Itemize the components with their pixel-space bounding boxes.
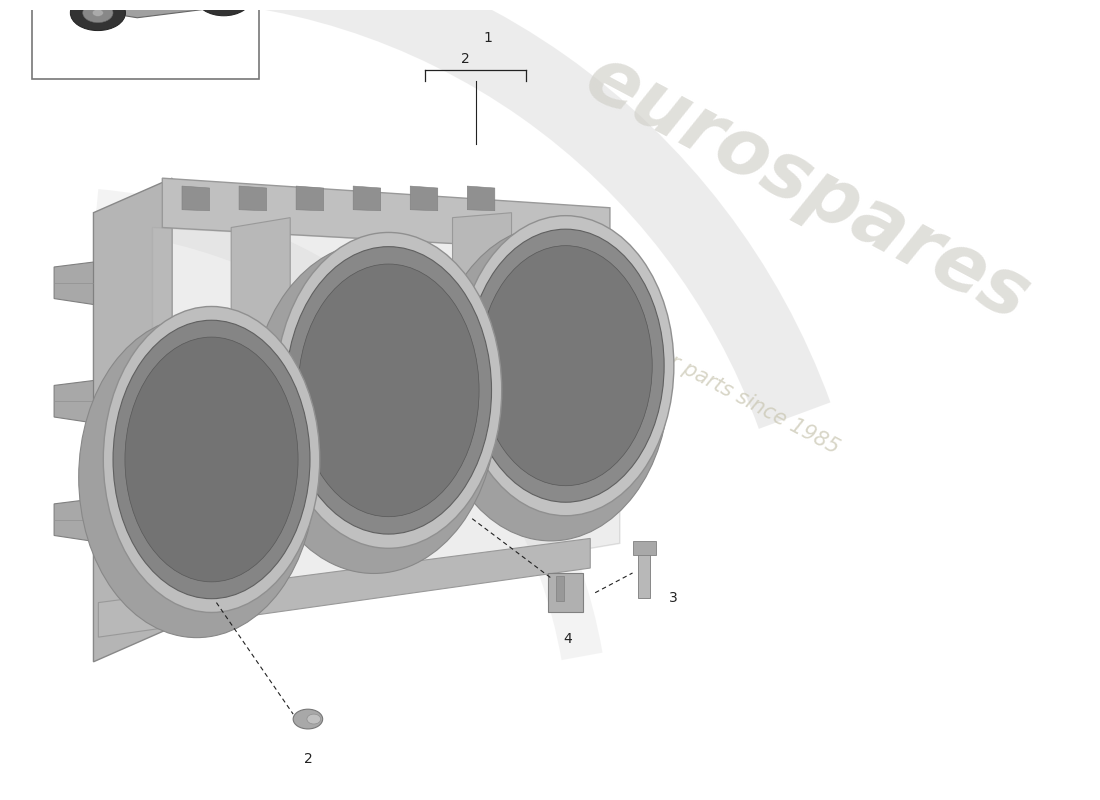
Ellipse shape (432, 226, 669, 541)
Ellipse shape (70, 0, 125, 30)
Text: 3: 3 (669, 590, 678, 605)
Ellipse shape (92, 10, 103, 16)
Polygon shape (231, 218, 290, 529)
Text: a passion for parts since 1985: a passion for parts since 1985 (554, 293, 843, 458)
Polygon shape (296, 186, 323, 210)
Ellipse shape (113, 320, 310, 598)
Polygon shape (54, 499, 94, 542)
Text: eurospares: eurospares (572, 39, 1042, 337)
Bar (556, 576, 563, 601)
Ellipse shape (251, 243, 497, 574)
Ellipse shape (218, 0, 229, 2)
Ellipse shape (103, 306, 320, 613)
Ellipse shape (196, 0, 251, 16)
Bar (548, 573, 583, 613)
Bar (632, 542, 657, 555)
Bar (638, 554, 650, 598)
Ellipse shape (209, 0, 239, 8)
Ellipse shape (468, 229, 664, 502)
Ellipse shape (286, 246, 492, 534)
Ellipse shape (458, 216, 674, 516)
Polygon shape (74, 0, 251, 18)
Text: 4: 4 (563, 632, 572, 646)
Polygon shape (468, 186, 495, 210)
Ellipse shape (79, 317, 315, 638)
Ellipse shape (294, 709, 322, 729)
Ellipse shape (298, 264, 480, 517)
Polygon shape (153, 227, 619, 622)
Bar (33, 0, 258, 79)
Ellipse shape (480, 246, 652, 486)
Ellipse shape (125, 337, 298, 582)
Polygon shape (410, 186, 438, 210)
Polygon shape (353, 186, 381, 210)
Polygon shape (94, 178, 173, 662)
Text: 2: 2 (304, 752, 312, 766)
Polygon shape (54, 262, 94, 305)
Ellipse shape (82, 3, 113, 22)
Polygon shape (163, 178, 609, 252)
Text: 1: 1 (483, 31, 492, 45)
Polygon shape (251, 346, 305, 386)
Polygon shape (54, 381, 94, 423)
Ellipse shape (275, 233, 502, 548)
Polygon shape (239, 186, 266, 210)
Polygon shape (452, 213, 512, 484)
Text: 2: 2 (461, 52, 470, 66)
Polygon shape (98, 538, 591, 637)
Ellipse shape (307, 714, 321, 724)
Polygon shape (182, 186, 209, 210)
